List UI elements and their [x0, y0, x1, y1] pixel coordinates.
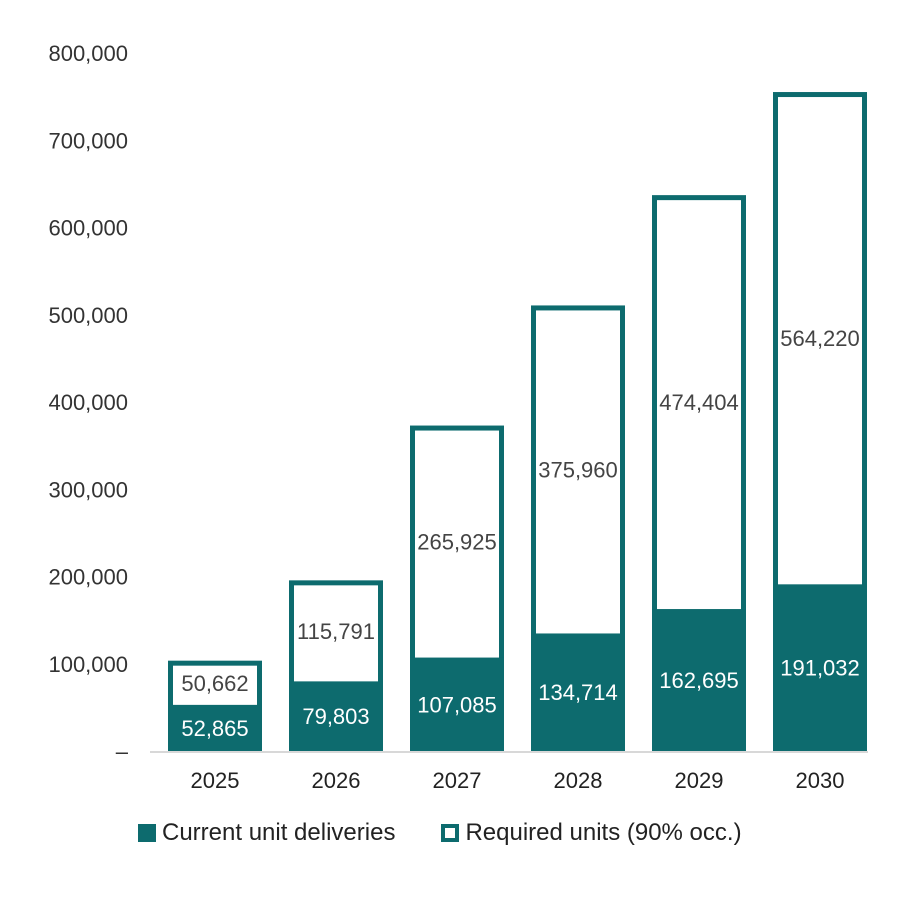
bar-current-deliveries	[773, 584, 867, 751]
x-axis: 2025 2026 2027 2028 2029 2030	[150, 751, 868, 793]
legend-item-required: Required units (90% occ.)	[441, 819, 742, 847]
x-tick-label: 2028	[554, 768, 603, 793]
data-label-current: 52,865	[181, 716, 248, 741]
x-tick-label: 2026	[312, 768, 361, 793]
data-label-required: 375,960	[538, 457, 618, 482]
data-label-required: 474,404	[659, 390, 739, 415]
y-axis: – 100,000 200,000 300,000 400,000 500,000 600,…	[48, 41, 128, 764]
bar-current-deliveries	[410, 657, 504, 751]
legend-swatch-filled	[138, 824, 156, 842]
data-label-required: 265,925	[417, 530, 497, 555]
x-tick-label: 2025	[191, 768, 240, 793]
x-tick-label: 2027	[433, 768, 482, 793]
y-tick-label: 800,000	[48, 41, 128, 66]
y-tick-label: 300,000	[48, 477, 128, 502]
legend: Current unit deliveries Required units (…	[138, 816, 788, 850]
y-tick-label: 600,000	[48, 216, 128, 241]
data-label-current: 134,714	[538, 680, 618, 705]
bar-current-deliveries	[531, 633, 625, 751]
bar-current-deliveries	[168, 704, 262, 751]
x-tick-label: 2030	[796, 768, 845, 793]
legend-label-current: Current unit deliveries	[162, 819, 396, 846]
bar-current-deliveries	[652, 609, 746, 751]
legend-item-current: Current unit deliveries	[138, 819, 395, 847]
y-tick-label: 100,000	[48, 652, 128, 677]
x-tick-label: 2029	[675, 768, 724, 793]
bar-current-deliveries	[289, 681, 383, 751]
data-label-current: 79,803	[302, 704, 369, 729]
stacked-bar-chart: – 100,000 200,000 300,000 400,000 500,000 600,…	[48, 41, 868, 793]
data-label-required: 564,220	[780, 326, 860, 351]
bars: 52,865 50,662 79,803 115,791 107,085 265,925 1…	[168, 92, 867, 752]
legend-swatch-outline	[441, 824, 460, 842]
y-tick-label: 200,000	[48, 565, 128, 590]
data-label-required: 115,791	[297, 619, 375, 644]
data-label-current: 191,032	[780, 656, 860, 681]
data-label-current: 107,085	[417, 692, 497, 717]
y-tick-label: 500,000	[48, 303, 128, 328]
y-tick-label: 400,000	[48, 390, 128, 415]
y-tick-label: 700,000	[48, 128, 128, 153]
data-label-required: 50,662	[181, 671, 248, 696]
y-tick-label: –	[116, 739, 129, 764]
legend-label-required: Required units (90% occ.)	[465, 819, 742, 846]
data-label-current: 162,695	[659, 668, 739, 693]
